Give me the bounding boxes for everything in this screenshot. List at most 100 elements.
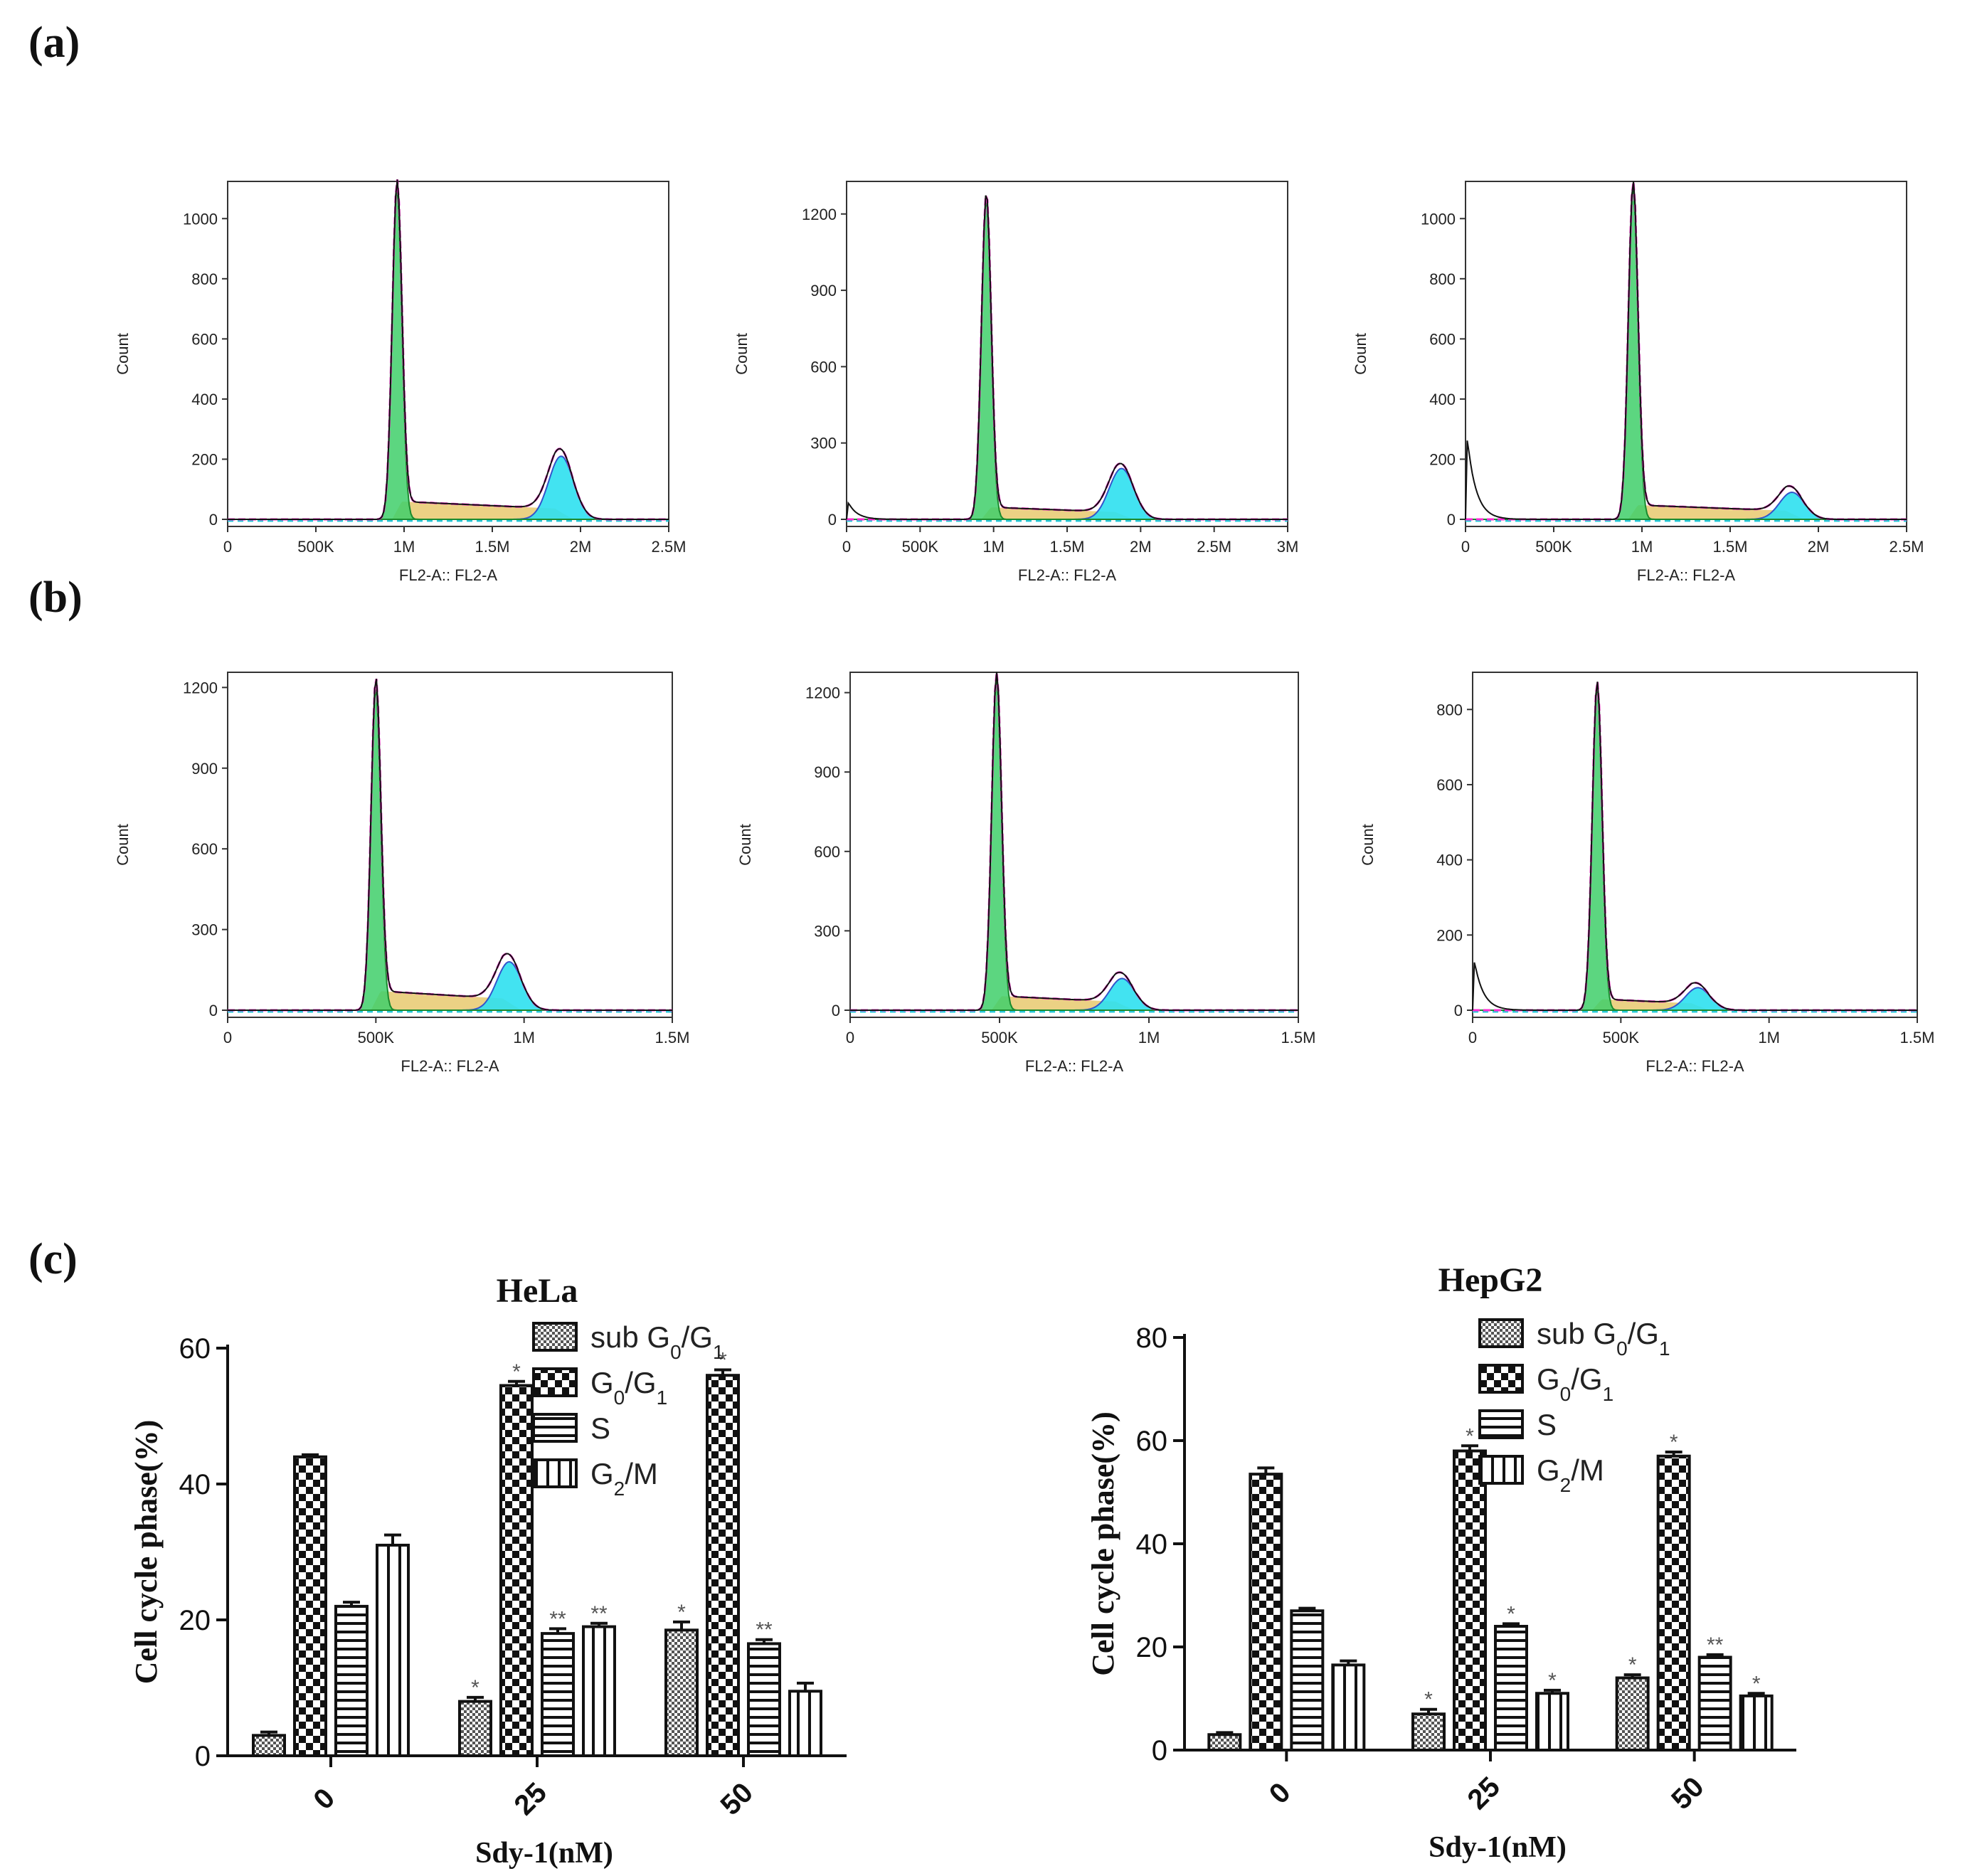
bar-sub-g0-g1-25 [1411,1712,1446,1752]
x-tick-label: 50 [715,1777,760,1822]
y-axis-label: Count [1352,333,1369,375]
x-tick-label: 1M [1758,1029,1780,1046]
x-tick-label: 25 [509,1777,553,1822]
panel-label-b: (b) [28,573,83,622]
significance-marker: ** [1707,1633,1724,1657]
y-tick-label: 0 [209,511,218,529]
x-axis-label: FL2-A:: FL2-A [401,1057,499,1075]
panel-label-a: (a) [28,18,80,67]
significance-marker: * [512,1360,521,1384]
bar-sub-g0-g1-0 [252,1734,286,1758]
bar-g2-m-25 [1535,1692,1569,1752]
significance-marker: * [1507,1602,1515,1626]
significance-marker: * [719,1349,727,1372]
panel-label-c: (c) [28,1235,78,1283]
significance-marker: ** [756,1618,773,1642]
legend-label: sub G0/G1 [1537,1317,1670,1360]
x-tick-label: 500K [981,1029,1018,1046]
y-tick-label: 200 [1429,450,1456,468]
chart-title: HeLa [497,1272,578,1310]
y-axis-label: Count [733,333,751,375]
legend-swatch [1478,1409,1524,1439]
y-tick-label: 1200 [802,206,837,223]
x-tick-label: 1.5M [655,1029,690,1046]
significance-marker: * [471,1676,479,1700]
y-tick-label: 900 [814,763,840,781]
x-tick-label: 1M [1138,1029,1160,1046]
x-tick-label: 1M [1631,538,1653,556]
bar-g0-g1-25 [499,1384,534,1757]
x-tick-label: 1M [513,1029,535,1046]
legend-swatch [1478,1455,1524,1485]
y-axis-label: Cell cycle phase(%) [129,1420,164,1684]
significance-marker: * [1466,1424,1474,1448]
y-tick-label: 600 [191,330,218,348]
y-tick-label: 1000 [183,210,218,228]
x-axis-label: FL2-A:: FL2-A [1646,1057,1744,1075]
x-tick-label: 500K [1535,538,1572,556]
y-tick-label: 60 [1136,1426,1168,1457]
y-tick-label: 1200 [183,679,218,696]
x-axis-label: FL2-A:: FL2-A [399,566,497,584]
bar-g0-g1-0 [1249,1473,1283,1752]
y-tick-label: 0 [832,1002,840,1019]
y-tick-label: 200 [1436,926,1463,944]
legend-swatch [532,1367,578,1397]
bar-g2-m-0 [1331,1663,1366,1752]
plot-frame [227,672,673,1018]
y-tick-label: 20 [179,1605,211,1636]
y-tick-label: 1200 [805,684,840,702]
legend-swatch [1478,1364,1524,1394]
bar-g0-g1-25 [1453,1449,1487,1752]
y-tick-label: 1000 [1421,210,1456,228]
x-tick-label: 1M [982,538,1005,556]
bar-sub-g0-g1-0 [1207,1733,1242,1752]
s-phase-area [228,991,672,1010]
y-tick-label: 300 [810,435,837,452]
y-tick-label: 600 [191,840,218,858]
bar-s-25 [541,1632,575,1758]
legend-label: sub G0/G1 [590,1320,724,1363]
y-axis-label: Count [1359,824,1377,866]
plot-frame [227,181,669,527]
legend-label: S [590,1411,610,1445]
s-phase-area [847,507,1288,519]
x-tick-label: 0 [1461,538,1470,556]
x-tick-label: 0 [223,538,232,556]
bar-g0-g1-50 [706,1374,740,1757]
legend-label: G0/G1 [1537,1362,1613,1405]
legend-label: S [1537,1408,1557,1441]
x-tick-label: 500K [1603,1029,1640,1046]
y-tick-label: 600 [1436,776,1463,794]
histogram-a3: 0 200 400 600 800 1000 0 500K 1M 1.5M 2M 2.5M FL2-A:… [1352,181,1924,584]
y-tick-label: 400 [1436,852,1463,869]
bar-g2-m-25 [582,1625,616,1758]
y-tick-label: 40 [1136,1529,1168,1560]
bar-sub-g0-g1-25 [458,1700,492,1758]
y-tick-label: 40 [179,1469,211,1500]
y-tick-label: 600 [814,843,840,861]
legend-label: G2/M [590,1457,658,1500]
legend-label: G0/G1 [590,1366,667,1409]
bar-g2-m-0 [376,1543,410,1757]
plot-frame [1465,181,1907,527]
y-tick-label: 0 [1447,511,1456,529]
y-tick-label: 300 [814,922,840,940]
significance-marker: * [1628,1653,1637,1677]
histogram-data-curve [850,672,1298,1011]
histogram-data-curve [846,195,1288,520]
bar-s-0 [1290,1609,1325,1752]
y-axis-label: Count [736,824,754,866]
y-tick-label: 400 [1429,391,1456,408]
plot-frame [846,181,1288,527]
x-tick-label: 1.5M [1713,538,1748,556]
x-tick-label: 3M [1277,538,1299,556]
x-tick-label: 0 [1468,1029,1477,1046]
